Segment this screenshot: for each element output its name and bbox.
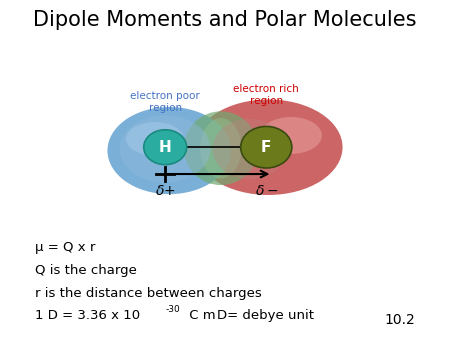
Text: F: F <box>261 140 271 155</box>
Text: C m: C m <box>185 310 216 322</box>
Text: 10.2: 10.2 <box>384 313 415 327</box>
Text: -30: -30 <box>165 306 180 314</box>
Text: 1 D = 3.36 x 10: 1 D = 3.36 x 10 <box>35 310 140 322</box>
Text: $\delta-$: $\delta-$ <box>255 185 278 198</box>
Circle shape <box>241 126 292 168</box>
Ellipse shape <box>120 115 211 183</box>
Text: electron rich
region: electron rich region <box>234 84 299 106</box>
Text: electron poor
region: electron poor region <box>130 91 200 113</box>
Ellipse shape <box>213 119 287 179</box>
Ellipse shape <box>260 117 322 154</box>
Text: r is the distance between charges: r is the distance between charges <box>35 287 262 300</box>
Text: $\delta$+: $\delta$+ <box>155 185 176 198</box>
Text: μ = Q x r: μ = Q x r <box>35 241 96 254</box>
Text: D= debye unit: D= debye unit <box>217 310 314 322</box>
Text: H: H <box>159 140 171 155</box>
Ellipse shape <box>200 118 242 178</box>
Circle shape <box>144 130 187 165</box>
Ellipse shape <box>184 111 258 185</box>
Text: Dipole Moments and Polar Molecules: Dipole Moments and Polar Molecules <box>33 10 417 30</box>
Ellipse shape <box>194 99 342 195</box>
Ellipse shape <box>108 107 231 194</box>
Ellipse shape <box>126 122 184 155</box>
Text: Q is the charge: Q is the charge <box>35 264 137 277</box>
